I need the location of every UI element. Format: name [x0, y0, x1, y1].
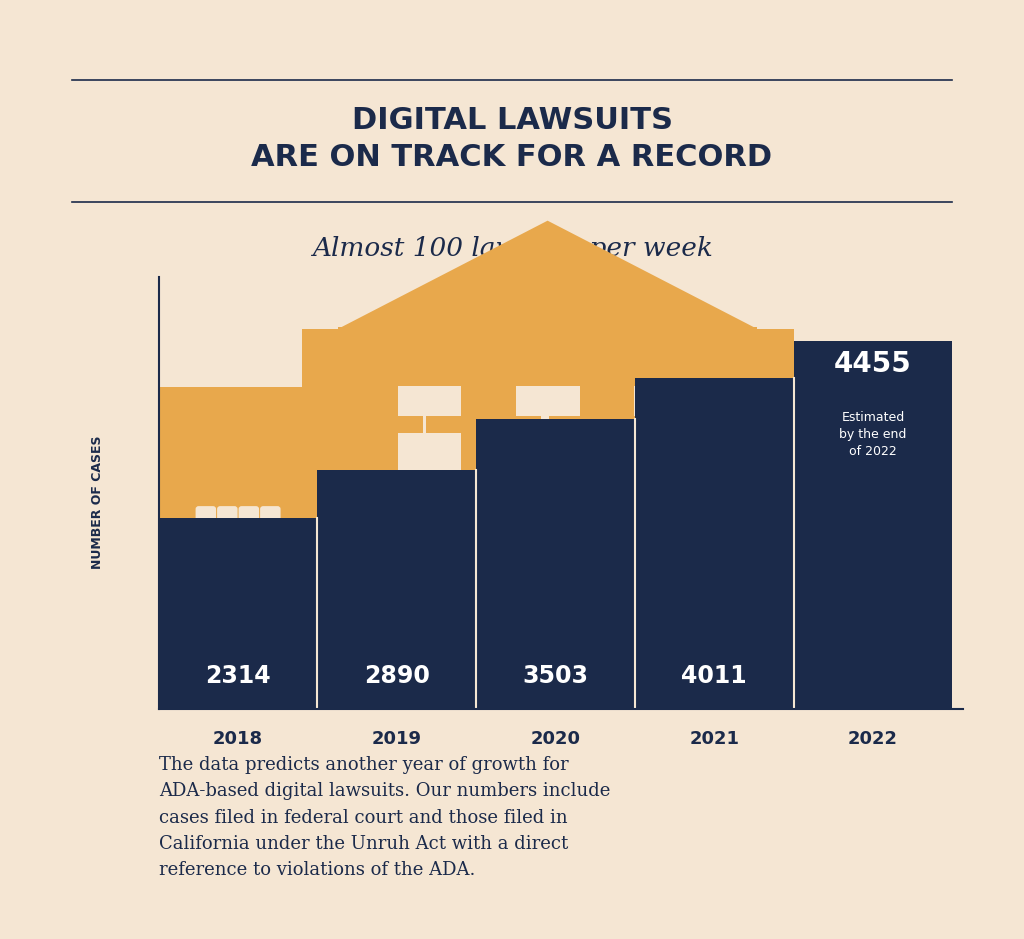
- Text: 4011: 4011: [681, 664, 748, 688]
- Bar: [426, 416, 542, 433]
- Text: 2890: 2890: [364, 664, 430, 688]
- Bar: [634, 386, 697, 709]
- FancyBboxPatch shape: [217, 506, 238, 547]
- Polygon shape: [339, 221, 757, 329]
- FancyBboxPatch shape: [239, 553, 259, 594]
- Bar: [159, 387, 317, 709]
- Text: The data predicts another year of growth for
ADA-based digital lawsuits. Our num: The data predicts another year of growth…: [159, 756, 610, 880]
- Text: 2021: 2021: [689, 730, 739, 747]
- Text: 2314: 2314: [205, 664, 271, 688]
- FancyBboxPatch shape: [217, 647, 238, 688]
- FancyBboxPatch shape: [862, 600, 883, 641]
- FancyBboxPatch shape: [885, 600, 905, 641]
- Bar: [301, 329, 794, 374]
- FancyBboxPatch shape: [862, 553, 883, 594]
- Text: 2019: 2019: [372, 730, 422, 747]
- FancyBboxPatch shape: [260, 600, 281, 641]
- Bar: [672, 416, 787, 433]
- FancyBboxPatch shape: [260, 553, 281, 594]
- FancyBboxPatch shape: [196, 647, 216, 688]
- FancyBboxPatch shape: [217, 553, 238, 594]
- Bar: [301, 374, 794, 391]
- FancyBboxPatch shape: [196, 600, 216, 641]
- Text: NUMBER OF CASES: NUMBER OF CASES: [91, 436, 103, 569]
- Bar: [308, 416, 423, 433]
- Bar: [549, 416, 665, 433]
- Text: Estimated
by the end
of 2022: Estimated by the end of 2022: [840, 411, 906, 458]
- FancyBboxPatch shape: [239, 506, 259, 547]
- FancyBboxPatch shape: [196, 553, 216, 594]
- Text: DIGITAL LAWSUITS
ARE ON TRACK FOR A RECORD: DIGITAL LAWSUITS ARE ON TRACK FOR A RECO…: [252, 106, 772, 172]
- Polygon shape: [159, 341, 952, 709]
- FancyBboxPatch shape: [862, 647, 883, 688]
- Text: 4455: 4455: [835, 350, 911, 378]
- FancyBboxPatch shape: [239, 647, 259, 688]
- FancyBboxPatch shape: [260, 506, 281, 547]
- FancyBboxPatch shape: [842, 647, 862, 688]
- FancyBboxPatch shape: [260, 647, 281, 688]
- FancyBboxPatch shape: [842, 600, 862, 641]
- FancyBboxPatch shape: [842, 553, 862, 594]
- FancyBboxPatch shape: [885, 647, 905, 688]
- Text: 2020: 2020: [530, 730, 581, 747]
- Bar: [397, 386, 462, 709]
- Bar: [301, 391, 794, 709]
- Bar: [516, 386, 580, 709]
- Bar: [339, 327, 757, 340]
- Bar: [794, 444, 952, 709]
- Text: 2022: 2022: [848, 730, 898, 747]
- FancyBboxPatch shape: [885, 553, 905, 594]
- Text: Almost 100 lawsuits per week: Almost 100 lawsuits per week: [311, 237, 713, 261]
- Text: 3503: 3503: [522, 664, 589, 688]
- FancyBboxPatch shape: [239, 600, 259, 641]
- FancyBboxPatch shape: [217, 600, 238, 641]
- FancyBboxPatch shape: [196, 506, 216, 547]
- Text: 2018: 2018: [213, 730, 263, 747]
